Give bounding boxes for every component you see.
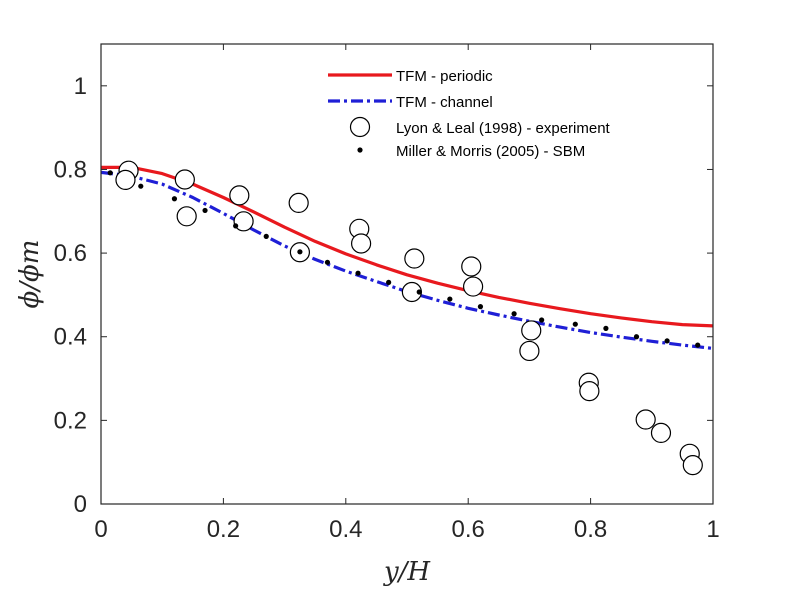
sbm-point	[355, 270, 361, 276]
legend-label-tfm-channel: TFM - channel	[396, 94, 493, 111]
experiment-point	[579, 380, 600, 402]
x-tick-label: 0	[94, 516, 107, 543]
experiment-point	[404, 248, 425, 269]
sbm-point	[138, 183, 144, 189]
x-tick-label: 0.2	[207, 516, 240, 543]
y-axis-label: ϕ/ϕm	[15, 240, 45, 309]
sbm-point	[107, 170, 113, 176]
y-tick-label: 0.8	[54, 156, 87, 183]
legend-marker-miller-morris	[357, 147, 363, 153]
sbm-point	[171, 196, 178, 202]
experiment-point	[519, 340, 540, 362]
x-tick-label: 0.6	[452, 516, 485, 543]
sbm-point	[297, 249, 303, 255]
sbm-point	[324, 259, 331, 265]
experiment-point	[288, 192, 309, 214]
x-tick-label: 0.4	[329, 516, 362, 543]
legend-label-tfm-periodic: TFM - periodic	[396, 68, 493, 85]
sbm-point	[664, 338, 670, 344]
sbm-point	[447, 296, 453, 302]
axes-box	[100, 43, 714, 505]
tick-layer: 0 0.2 0.4 0.6 0.8 1 0 0.2 0.4 0.6 0.8 1	[54, 44, 720, 543]
legend-label-miller-morris: Miller & Morris (2005) - SBM	[396, 143, 585, 160]
sbm-point	[603, 325, 609, 331]
legend-marker-lyon-leal	[349, 116, 371, 138]
axes-layer	[100, 43, 714, 505]
sbm-point	[263, 233, 269, 239]
experiment-point	[461, 256, 482, 277]
experiment-point	[229, 185, 250, 206]
legend-label-lyon-leal: Lyon & Leal (1998) - experiment	[396, 120, 611, 137]
sbm-point	[633, 334, 640, 340]
experiment-point	[682, 455, 703, 476]
y-tick-label: 0.4	[54, 324, 87, 351]
y-tick-label: 1	[74, 73, 87, 100]
y-tick-label: 0.2	[54, 407, 87, 434]
sbm-point	[572, 321, 578, 327]
series-line-1	[100, 170, 714, 350]
experiment-point	[650, 422, 672, 444]
y-tick-label: 0.6	[54, 240, 87, 267]
experiment-point	[351, 233, 372, 254]
experiment-point	[115, 169, 136, 191]
sbm-point	[233, 223, 239, 229]
experiment-point	[174, 169, 195, 190]
experiment-point	[635, 409, 656, 430]
experiment-point	[176, 206, 197, 227]
sbm-point	[477, 304, 484, 310]
experiment-point	[233, 211, 254, 232]
x-tick-label: 1	[706, 516, 719, 543]
y-tick-label: 0	[74, 491, 87, 518]
experiment-point	[462, 276, 484, 297]
series-layer	[100, 160, 714, 476]
sbm-point	[539, 317, 545, 323]
experiment-point	[521, 320, 542, 341]
sbm-point	[386, 279, 392, 285]
sbm-point	[202, 207, 208, 214]
x-tick-label: 0.8	[574, 516, 607, 543]
sbm-point	[511, 311, 517, 317]
x-axis-label: y/H	[383, 557, 431, 587]
sbm-point	[416, 289, 422, 295]
legend: TFM - periodic TFM - channel Lyon & Leal…	[328, 68, 611, 160]
sbm-point	[695, 342, 701, 348]
